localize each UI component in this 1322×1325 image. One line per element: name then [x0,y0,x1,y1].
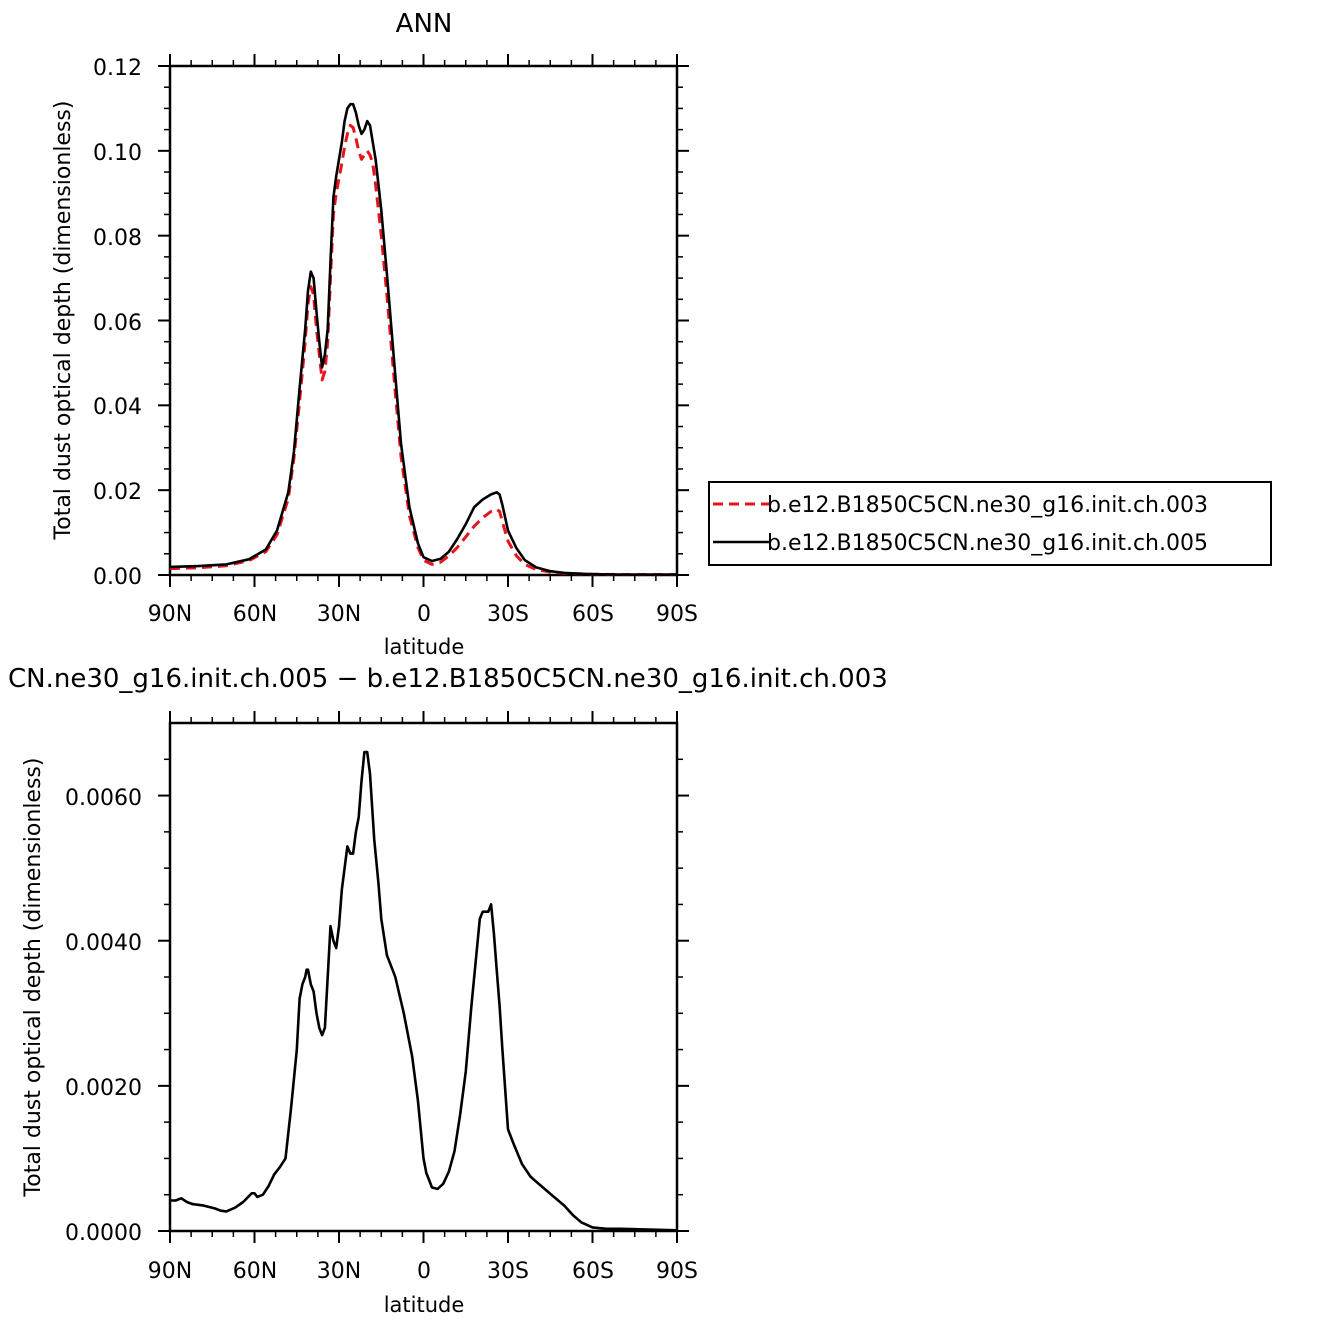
x-tick-label: 60S [572,1259,614,1284]
x-tick-label: 0 [417,1259,431,1284]
bottom-major-ticks [158,711,689,1243]
y-tick-label: 0.0020 [65,1076,142,1101]
legend-label: b.e12.B1850C5CN.ne30_g16.init.ch.005 [767,531,1208,556]
y-tick-label: 0.10 [93,141,142,166]
x-tick-label: 30N [317,1259,361,1284]
top-x-axis-label: latitude [384,635,465,659]
x-tick-label: 60S [572,602,614,627]
y-tick-label: 0.00 [93,565,142,590]
bottom-x-tick-labels: 90N 60N 30N 0 30S 60S 90S [148,1259,698,1284]
y-tick-label: 0.0000 [65,1221,142,1246]
top-major-ticks [158,54,689,587]
top-x-tick-labels: 90N 60N 30N 0 30S 60S 90S [148,602,698,627]
y-tick-label: 0.02 [93,480,142,505]
x-tick-label: 90N [148,1259,192,1284]
bottom-y-tick-labels: 0.0000 0.0020 0.0040 0.0060 [65,786,142,1246]
bottom-x-axis-label: latitude [384,1293,465,1317]
bottom-panel: CN.ne30_g16.init.ch.005 − b.e12.B1850C5C… [8,664,888,1317]
y-tick-label: 0.12 [93,56,142,81]
x-tick-label: 90N [148,602,192,627]
top-minor-ticks [164,60,683,581]
y-tick-label: 0.06 [93,311,142,336]
x-tick-label: 30N [317,602,361,627]
x-tick-label: 90S [656,602,698,627]
y-tick-label: 0.08 [93,226,142,251]
y-tick-label: 0.04 [93,395,142,420]
bottom-series-lines [170,750,678,1232]
bottom-y-axis-label: Total dust optical depth (dimensionless) [21,758,46,1198]
x-tick-label: 60N [233,1259,277,1284]
x-tick-label: 0 [417,602,431,627]
top-panel-title: ANN [396,9,453,39]
series-line-1 [169,123,677,577]
top-plot-frame [168,64,679,577]
y-tick-label: 0.0060 [65,786,142,811]
top-panel: ANN 0.00 0.02 0.04 0.06 0.08 0.10 0.12 9… [51,9,1272,659]
x-tick-label: 30S [487,602,529,627]
bottom-minor-ticks [164,717,683,1237]
top-series-lines [169,102,677,577]
x-tick-label: 90S [656,1259,698,1284]
series-line-2 [169,102,677,576]
y-tick-label: 0.0040 [65,931,142,956]
top-y-axis-label: Total dust optical depth (dimensionless) [51,101,76,541]
legend-box [708,481,1272,566]
bottom-panel-title: CN.ne30_g16.init.ch.005 − b.e12.B1850C5C… [8,664,888,694]
legend-label: b.e12.B1850C5CN.ne30_g16.init.ch.003 [767,493,1208,518]
series-line-1 [170,750,678,1232]
top-y-tick-labels: 0.00 0.02 0.04 0.06 0.08 0.10 0.12 [93,56,142,590]
x-tick-label: 30S [487,1259,529,1284]
x-tick-label: 60N [233,602,277,627]
legend: b.e12.B1850C5CN.ne30_g16.init.ch.003 b.e… [708,481,1272,566]
